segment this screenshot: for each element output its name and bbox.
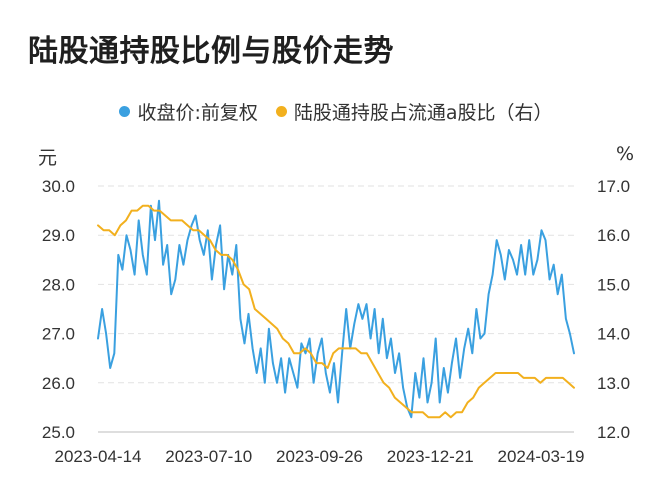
left-axis-unit: 元 [38, 147, 58, 169]
series-line-price [97, 199, 575, 419]
right-axis-unit: % [616, 143, 635, 165]
y-left-tick-label: 28.0 [42, 275, 75, 294]
series-line-holding [97, 204, 575, 419]
y-right-tick-label: 15.0 [597, 275, 630, 294]
chart-legend: 收盘价:前复权 陆股通持股占流通a股比（右） [0, 98, 672, 125]
y-right-tick-label: 14.0 [597, 325, 630, 344]
y-left-tick-label: 25.0 [42, 423, 75, 442]
y-left-tick-label: 30.0 [42, 177, 75, 196]
y-left-tick-label: 27.0 [42, 325, 75, 344]
legend-dot-icon [119, 106, 131, 117]
x-tick-label: 2023-12-21 [387, 447, 474, 466]
legend-label-holding: 陆股通持股占流通a股比（右） [293, 102, 553, 124]
legend-label-price: 收盘价:前复权 [137, 102, 258, 124]
chart-title: 陆股通持股比例与股价走势 [28, 34, 394, 69]
series-layer [97, 199, 575, 419]
y-left-tick-label: 26.0 [42, 374, 75, 393]
legend-item-price[interactable]: 收盘价:前复权 [119, 98, 258, 125]
grid-layer [98, 185, 574, 433]
axis-layer: 30.0 17.0 29.0 16.0 28.0 15.0 27.0 14.0 26.0 13.0… [42, 177, 630, 466]
y-left-tick-label: 29.0 [42, 226, 75, 245]
x-tick-label: 2023-09-26 [276, 447, 363, 466]
x-tick-label: 2023-07-10 [165, 447, 252, 466]
y-right-tick-label: 16.0 [597, 226, 630, 245]
legend-dot-icon [275, 106, 287, 117]
y-right-tick-label: 12.0 [597, 423, 630, 442]
x-tick-label: 2024-03-19 [498, 447, 585, 466]
legend-item-holding[interactable]: 陆股通持股占流通a股比（右） [275, 98, 553, 125]
x-tick-label: 2023-04-14 [55, 447, 142, 466]
y-right-tick-label: 17.0 [597, 177, 630, 196]
y-right-tick-label: 13.0 [597, 374, 630, 393]
